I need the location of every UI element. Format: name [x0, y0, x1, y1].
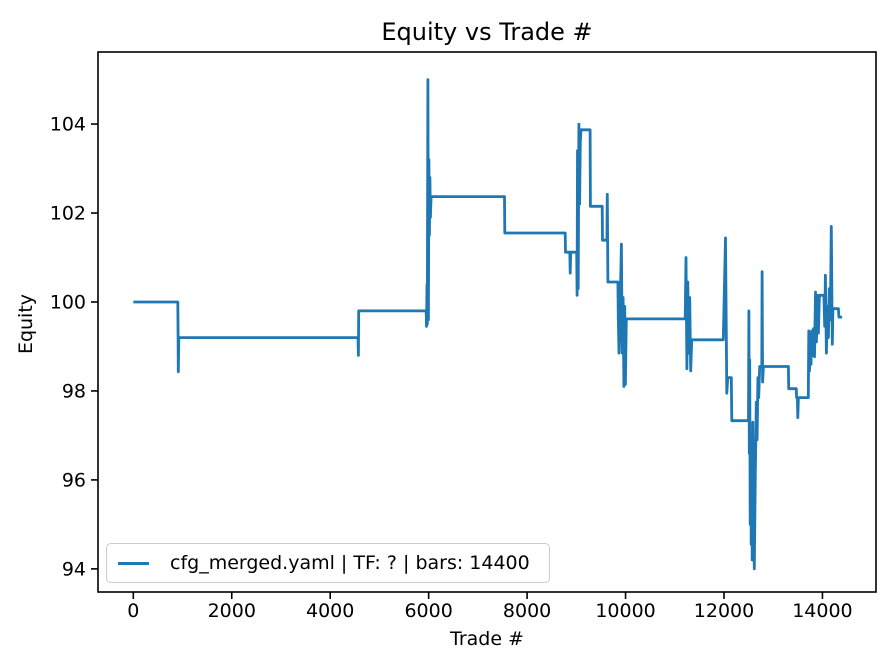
y-axis-tick-labels: 94 96 98 100 102 104	[50, 114, 86, 581]
x-tick-label: 8000	[503, 600, 551, 622]
x-tick-label: 0	[127, 600, 139, 622]
series-group	[133, 78, 843, 571]
y-tick-label: 96	[62, 470, 86, 492]
x-tick-label: 10000	[595, 600, 655, 622]
legend: cfg_merged.yaml | TF: ? | bars: 14400	[106, 543, 550, 583]
x-tick-label: 2000	[208, 600, 256, 622]
y-tick-label: 98	[62, 381, 86, 403]
y-tick-label: 104	[50, 114, 86, 136]
legend-line-sample-icon	[118, 561, 149, 565]
y-tick-label: 94	[62, 559, 86, 581]
x-axis-ticks	[132, 592, 824, 599]
y-axis-ticks	[91, 123, 98, 570]
plot-border	[97, 51, 877, 593]
y-tick-label: 100	[50, 292, 86, 314]
y-axis-label: Equity	[15, 293, 37, 355]
x-tick-label: 6000	[404, 600, 452, 622]
x-tick-label: 12000	[694, 600, 754, 622]
y-tick-label: 102	[50, 203, 86, 225]
x-axis-label: Trade #	[450, 628, 524, 650]
x-tick-label: 4000	[306, 600, 354, 622]
legend-entry-label: cfg_merged.yaml | TF: ? | bars: 14400	[170, 552, 530, 574]
x-tick-label: 14000	[792, 600, 852, 622]
x-axis-tick-labels: 0 2000 4000 6000 8000 10000 12000 14000	[127, 600, 852, 622]
chart-title: Equity vs Trade #	[381, 18, 593, 46]
equity-line	[133, 78, 843, 571]
